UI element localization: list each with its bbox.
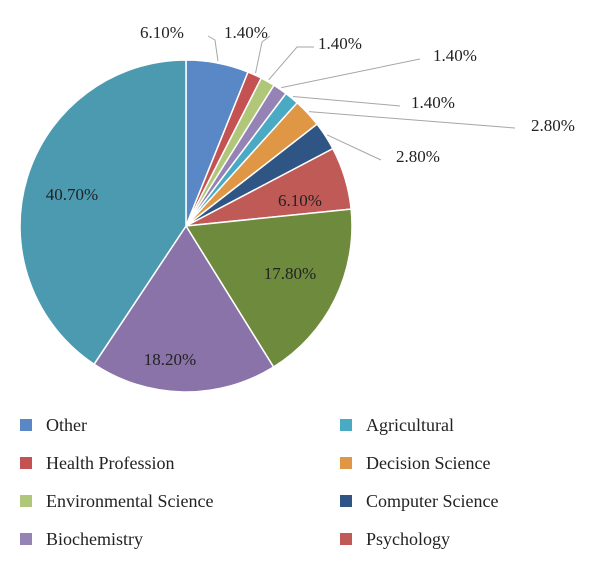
legend-item: Computer Science: [340, 489, 498, 513]
slice-label-11: 40.70%: [46, 185, 98, 204]
leader-line-1: [207, 35, 219, 62]
legend-label: Psychology: [366, 528, 451, 549]
leader-line-4: [281, 58, 421, 89]
legend-item: Other: [20, 413, 87, 437]
slice-label-9: 17.80%: [264, 264, 316, 283]
pie-slice-10: [93, 224, 275, 393]
legend-label: Decision Science: [366, 452, 491, 473]
legend-swatch: [20, 533, 32, 545]
slice-label-5: 1.40%: [411, 93, 455, 112]
slice-label-10: 18.20%: [144, 350, 196, 369]
legend-label: Health Profession: [46, 452, 175, 473]
legend-label: Environmental Science: [46, 490, 214, 511]
legend-label: Computer Science: [366, 490, 499, 511]
slice-label-8: 6.10%: [278, 191, 322, 210]
legend-swatch: [20, 457, 32, 469]
legend-label: Biochemistry: [46, 528, 143, 549]
chart-legend: Other Agricultural Health Profession Decisi…: [0, 408, 600, 568]
leader-line-2: [255, 35, 271, 74]
pie-slice-11: [19, 59, 187, 366]
slice-label-6: 2.80%: [531, 116, 575, 135]
leader-line-3: [268, 46, 314, 81]
legend-item: Decision Science: [340, 451, 490, 475]
slice-label-2: 1.40%: [224, 23, 268, 42]
legend-swatch: [340, 495, 352, 507]
legend-item: Agricultural: [340, 413, 454, 437]
leader-line-6: [309, 111, 516, 129]
leader-line-5: [292, 95, 401, 107]
legend-item: Health Profession: [20, 451, 174, 475]
legend-swatch: [340, 533, 352, 545]
legend-swatch: [20, 419, 32, 431]
legend-label: Agricultural: [366, 414, 454, 435]
legend-item: Psychology: [340, 527, 450, 551]
legend-swatch: [340, 457, 352, 469]
slice-label-7: 2.80%: [396, 147, 440, 166]
slice-label-4: 1.40%: [433, 46, 477, 65]
pie-chart: 6.10% 1.40% 1.40% 1.40% 1.40% 2.80% 2.80% 6.10%…: [19, 23, 575, 393]
legend-swatch: [340, 419, 352, 431]
legend-item: Environmental Science: [20, 489, 213, 513]
slice-label-1: 6.10%: [140, 23, 184, 42]
legend-item: Biochemistry: [20, 527, 143, 551]
leader-line-7: [326, 134, 382, 161]
pie-slice-9: [184, 208, 353, 369]
legend-swatch: [20, 495, 32, 507]
slice-label-3: 1.40%: [318, 34, 362, 53]
legend-label: Other: [46, 414, 87, 435]
